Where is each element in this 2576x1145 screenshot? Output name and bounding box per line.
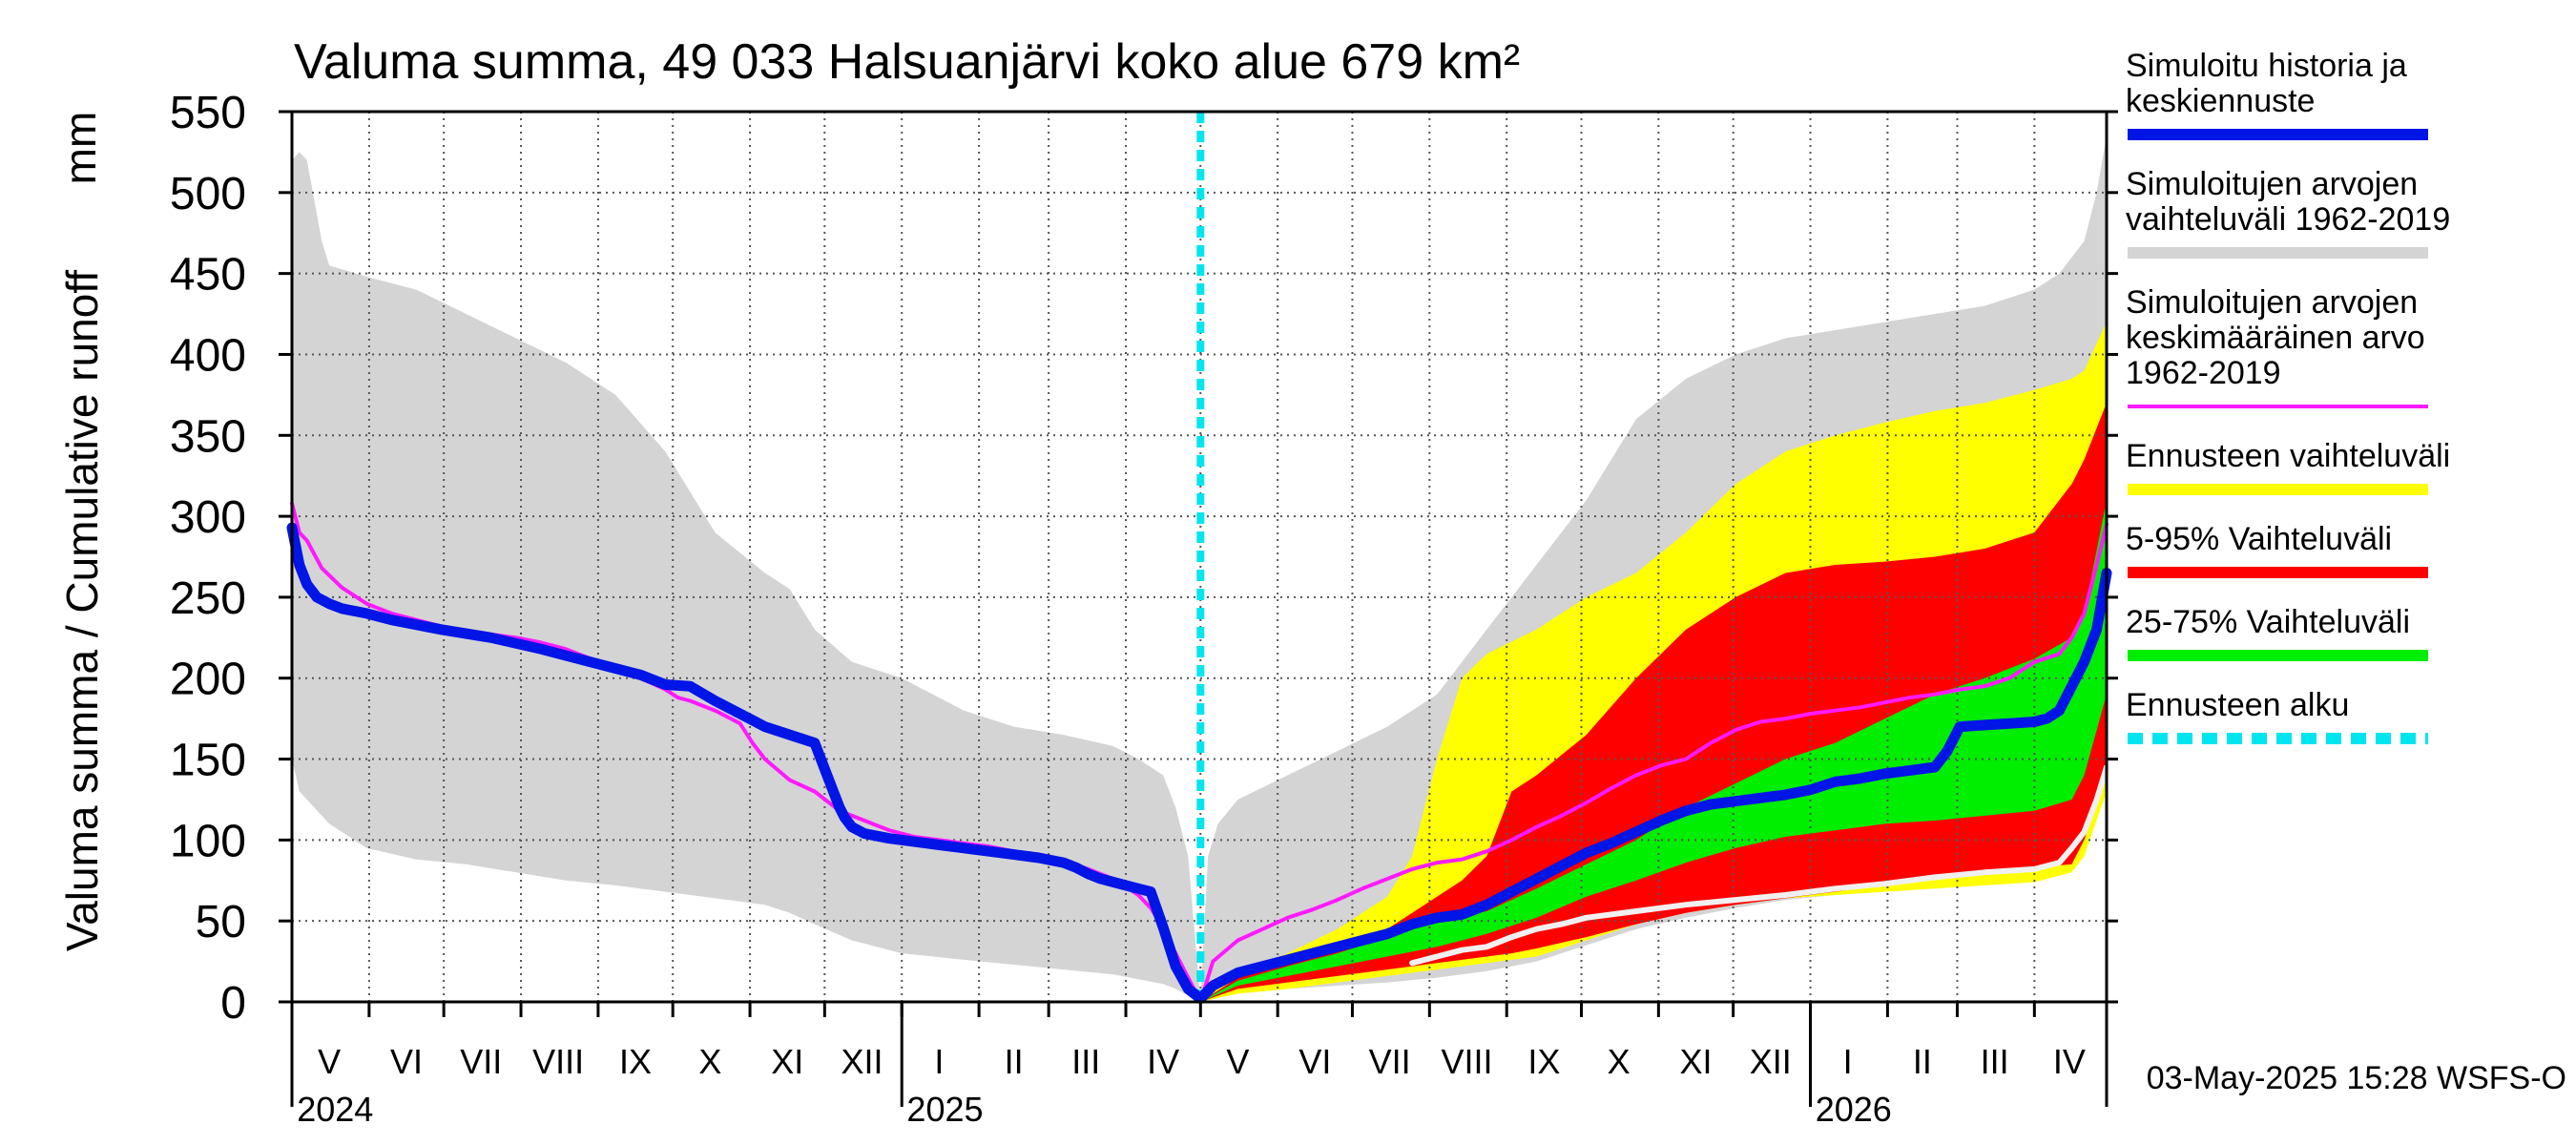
legend-label-2-line-2: 1962-2019	[2126, 355, 2281, 391]
x-month-label-8: I	[934, 1042, 944, 1081]
legend-label-4-line-0: 5-95% Vaihteluväli	[2126, 521, 2392, 557]
legend-label-2-line-0: Simuloitujen arvojen	[2126, 284, 2418, 321]
y-tick-label-300: 300	[170, 492, 246, 543]
x-month-label-5: X	[698, 1042, 721, 1081]
y-tick-label-450: 450	[170, 250, 246, 301]
y-tick-label-350: 350	[170, 411, 246, 462]
y-tick-label-250: 250	[170, 573, 246, 624]
x-month-label-13: VI	[1298, 1042, 1331, 1081]
x-month-label-23: IV	[2053, 1042, 2086, 1081]
x-month-label-3: VIII	[532, 1042, 584, 1081]
line-simulated	[286, 522, 2112, 1005]
legend-label-0-line-1: keskiennuste	[2126, 83, 2315, 119]
x-month-label-21: II	[1913, 1042, 1932, 1081]
x-month-label-9: II	[1005, 1042, 1024, 1081]
x-month-label-11: IV	[1147, 1042, 1179, 1081]
y-tick-label-50: 50	[196, 897, 246, 947]
band-p5_95	[1200, 403, 2107, 1002]
y-tick-label-200: 200	[170, 655, 246, 705]
band-layer	[292, 135, 2107, 1002]
x-month-label-20: I	[1843, 1042, 1853, 1081]
y-tick-label-0: 0	[220, 978, 246, 1029]
y-tick-label-100: 100	[170, 816, 246, 866]
x-month-label-1: VI	[390, 1042, 423, 1081]
band-p25_75	[1200, 500, 2107, 1002]
y-tick-label-550: 550	[170, 88, 246, 138]
x-month-label-10: III	[1071, 1042, 1100, 1081]
x-month-label-16: IX	[1527, 1042, 1560, 1081]
legend-label-5-line-0: 25-75% Vaihteluväli	[2126, 604, 2410, 640]
legend-label-1-line-1: vaihteluväli 1962-2019	[2126, 201, 2450, 238]
x-month-label-14: VII	[1369, 1042, 1411, 1081]
y-tick-label-500: 500	[170, 169, 246, 219]
legend-label-1-line-0: Simuloitujen arvojen	[2126, 166, 2418, 202]
x-month-label-4: IX	[619, 1042, 652, 1081]
x-month-label-12: V	[1226, 1042, 1249, 1081]
x-month-label-0: V	[318, 1042, 341, 1081]
footer-timestamp: 03-May-2025 15:28 WSFS-O	[2147, 1060, 2566, 1096]
x-year-label-2024: 2024	[297, 1090, 373, 1129]
x-year-label-2025: 2025	[906, 1090, 983, 1129]
legend-label-2-line-1: keskimääräinen arvo	[2126, 320, 2425, 356]
x-month-label-17: X	[1608, 1042, 1631, 1081]
chart-title: Valuma summa, 49 033 Halsuanjärvi koko a…	[294, 34, 1520, 90]
line-layer	[286, 112, 2112, 1005]
x-month-label-18: XI	[1679, 1042, 1712, 1081]
line-forecast_low_white	[1409, 764, 2109, 967]
legend-label-3-line-0: Ennusteen vaihteluväli	[2126, 438, 2450, 474]
x-month-label-19: XII	[1750, 1042, 1792, 1081]
y-tick-label-400: 400	[170, 330, 246, 381]
x-year-label-2026: 2026	[1816, 1090, 1892, 1129]
y-axis-unit: mm	[55, 112, 105, 185]
y-axis-label: Valuma summa / Cumulative runoff	[57, 270, 107, 951]
x-month-label-7: XII	[841, 1042, 883, 1081]
x-month-label-22: III	[1981, 1042, 2009, 1081]
x-month-label-2: VII	[460, 1042, 502, 1081]
x-month-label-15: VIII	[1441, 1042, 1492, 1081]
legend-label-0-line-0: Simuloitu historia ja	[2126, 48, 2407, 84]
y-tick-label-150: 150	[170, 736, 246, 786]
x-month-label-6: XI	[771, 1042, 803, 1081]
legend-label-6-line-0: Ennusteen alku	[2126, 687, 2349, 723]
band-hist_range	[292, 152, 1201, 1002]
